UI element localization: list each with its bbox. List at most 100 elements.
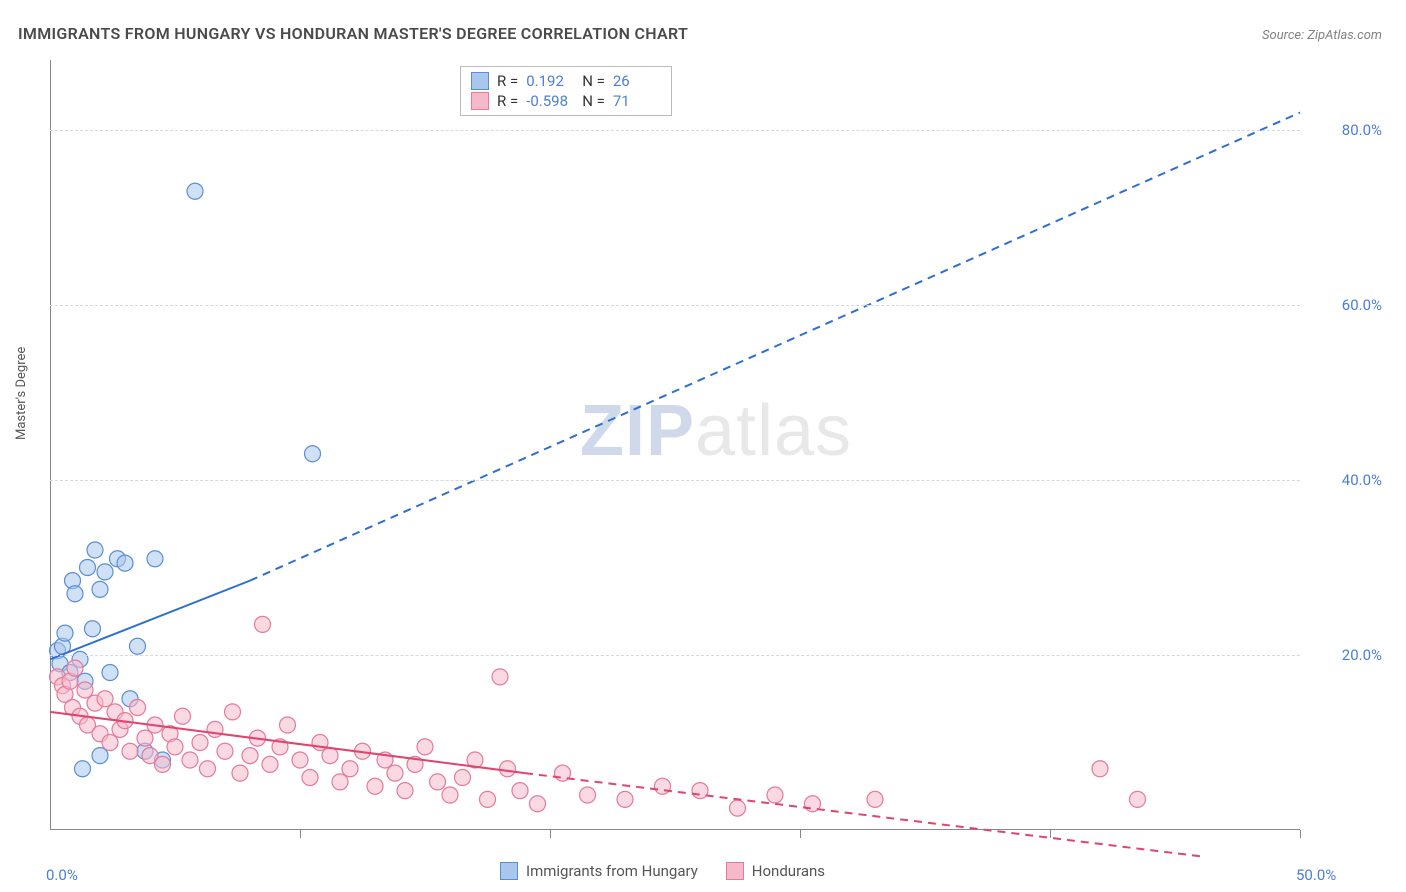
data-point: [397, 783, 413, 799]
x-tick-label: 0.0%: [46, 866, 78, 884]
legend-swatch-hungary: [500, 862, 518, 880]
data-point: [255, 616, 271, 632]
data-point: [500, 761, 516, 777]
x-tick: [300, 830, 301, 838]
y-tick-label: 20.0%: [1342, 646, 1382, 664]
data-point: [232, 765, 248, 781]
data-point: [122, 743, 138, 759]
n-label: N =: [582, 92, 605, 110]
data-point: [617, 791, 633, 807]
x-tick-label: 50.0%: [1296, 866, 1336, 884]
y-tick-label: 60.0%: [1342, 296, 1382, 314]
data-point: [155, 756, 171, 772]
swatch-honduran: [471, 92, 489, 110]
data-point: [137, 730, 153, 746]
data-point: [867, 791, 883, 807]
stats-row-hungary: R = 0.192 N = 26: [471, 71, 661, 91]
data-point: [97, 691, 113, 707]
data-point: [655, 778, 671, 794]
data-point: [480, 791, 496, 807]
trend-line-dashed: [250, 113, 1300, 581]
legend-swatch-honduran: [726, 862, 744, 880]
data-point: [1092, 761, 1108, 777]
data-point: [292, 752, 308, 768]
y-axis-label: Master's Degree: [14, 347, 29, 440]
data-point: [332, 774, 348, 790]
r-value-honduran: -0.598: [526, 92, 574, 110]
data-point: [67, 586, 83, 602]
data-point: [192, 735, 208, 751]
data-point: [167, 739, 183, 755]
data-point: [175, 708, 191, 724]
swatch-hungary: [471, 72, 489, 90]
data-point: [67, 660, 83, 676]
data-point: [75, 761, 91, 777]
data-point: [87, 542, 103, 558]
data-point: [207, 721, 223, 737]
x-tick: [550, 830, 551, 838]
data-point: [102, 665, 118, 681]
legend-item-hungary: Immigrants from Hungary: [500, 862, 698, 880]
r-value-hungary: 0.192: [526, 72, 574, 90]
data-point: [322, 748, 338, 764]
data-point: [130, 700, 146, 716]
legend-label-honduran: Hondurans: [752, 862, 825, 880]
data-point: [492, 669, 508, 685]
data-point: [80, 560, 96, 576]
data-point: [182, 752, 198, 768]
data-point: [117, 555, 133, 571]
chart-title: IMMIGRANTS FROM HUNGARY VS HONDURAN MAST…: [18, 24, 688, 43]
stats-legend: R = 0.192 N = 26 R = -0.598 N = 71: [460, 66, 672, 116]
data-point: [92, 581, 108, 597]
data-point: [512, 783, 528, 799]
x-tick: [800, 830, 801, 838]
data-point: [262, 756, 278, 772]
data-point: [580, 787, 596, 803]
n-value-hungary: 26: [613, 72, 661, 90]
data-point: [97, 564, 113, 580]
data-point: [430, 774, 446, 790]
trend-line-dashed: [525, 773, 1200, 856]
data-point: [767, 787, 783, 803]
gridline-h: [50, 655, 1300, 656]
data-point: [280, 717, 296, 733]
gridline-h: [50, 480, 1300, 481]
data-point: [417, 739, 433, 755]
stats-row-honduran: R = -0.598 N = 71: [471, 91, 661, 111]
y-tick-label: 40.0%: [1342, 471, 1382, 489]
data-point: [387, 765, 403, 781]
data-point: [367, 778, 383, 794]
data-point: [130, 638, 146, 654]
data-point: [217, 743, 233, 759]
legend-label-hungary: Immigrants from Hungary: [526, 862, 698, 880]
data-point: [102, 735, 118, 751]
data-point: [530, 796, 546, 812]
data-point: [305, 446, 321, 462]
source-attribution: Source: ZipAtlas.com: [1262, 28, 1382, 43]
data-point: [187, 183, 203, 199]
bottom-legend: Immigrants from Hungary Hondurans: [500, 862, 825, 880]
n-value-honduran: 71: [613, 92, 661, 110]
data-point: [85, 621, 101, 637]
data-point: [200, 761, 216, 777]
r-label: R =: [497, 92, 518, 110]
gridline-h: [50, 305, 1300, 306]
n-label: N =: [582, 72, 605, 90]
x-tick: [1300, 830, 1301, 838]
data-point: [442, 787, 458, 803]
legend-item-honduran: Hondurans: [726, 862, 825, 880]
data-point: [225, 704, 241, 720]
data-point: [147, 551, 163, 567]
r-label: R =: [497, 72, 518, 90]
data-point: [77, 682, 93, 698]
gridline-h: [50, 130, 1300, 131]
chart-svg: [50, 60, 1300, 830]
x-tick: [1050, 830, 1051, 838]
data-point: [730, 800, 746, 816]
data-point: [242, 748, 258, 764]
data-point: [302, 770, 318, 786]
data-point: [92, 748, 108, 764]
data-point: [342, 761, 358, 777]
data-point: [57, 625, 73, 641]
y-tick-label: 80.0%: [1342, 121, 1382, 139]
